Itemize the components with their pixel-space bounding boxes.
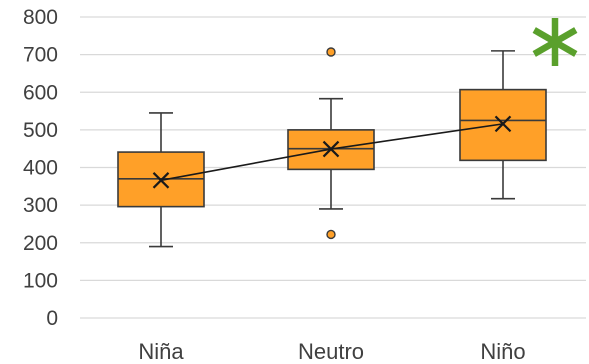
- y-tick-label: 800: [23, 6, 58, 29]
- y-tick-label: 300: [23, 194, 58, 217]
- mean-trend: [152, 115, 512, 189]
- y-tick-label: 500: [23, 119, 58, 142]
- y-tick-label: 0: [46, 307, 58, 330]
- x-category-label: Neutro: [298, 339, 364, 364]
- significance-asterisk-icon: [532, 18, 578, 66]
- mean-marker: [322, 140, 340, 158]
- outlier-point: [326, 229, 336, 240]
- x-category-label: Niño: [480, 339, 525, 364]
- outlier-point: [326, 47, 336, 57]
- significance-annotation: [532, 18, 578, 66]
- y-tick-label: 200: [23, 232, 58, 255]
- box-neutro: [287, 47, 375, 240]
- mean-marker: [494, 115, 512, 133]
- y-tick-label: 400: [23, 157, 58, 180]
- y-axis-tick-labels: 0 100 200 300 400 500 600 700 800: [23, 6, 58, 330]
- y-tick-label: 100: [23, 269, 58, 292]
- x-axis-category-labels: Niña Neutro Niño: [138, 339, 525, 364]
- y-tick-label: 700: [23, 44, 58, 67]
- mean-marker: [152, 172, 170, 189]
- y-tick-label: 600: [23, 81, 58, 104]
- x-category-label: Niña: [138, 339, 184, 364]
